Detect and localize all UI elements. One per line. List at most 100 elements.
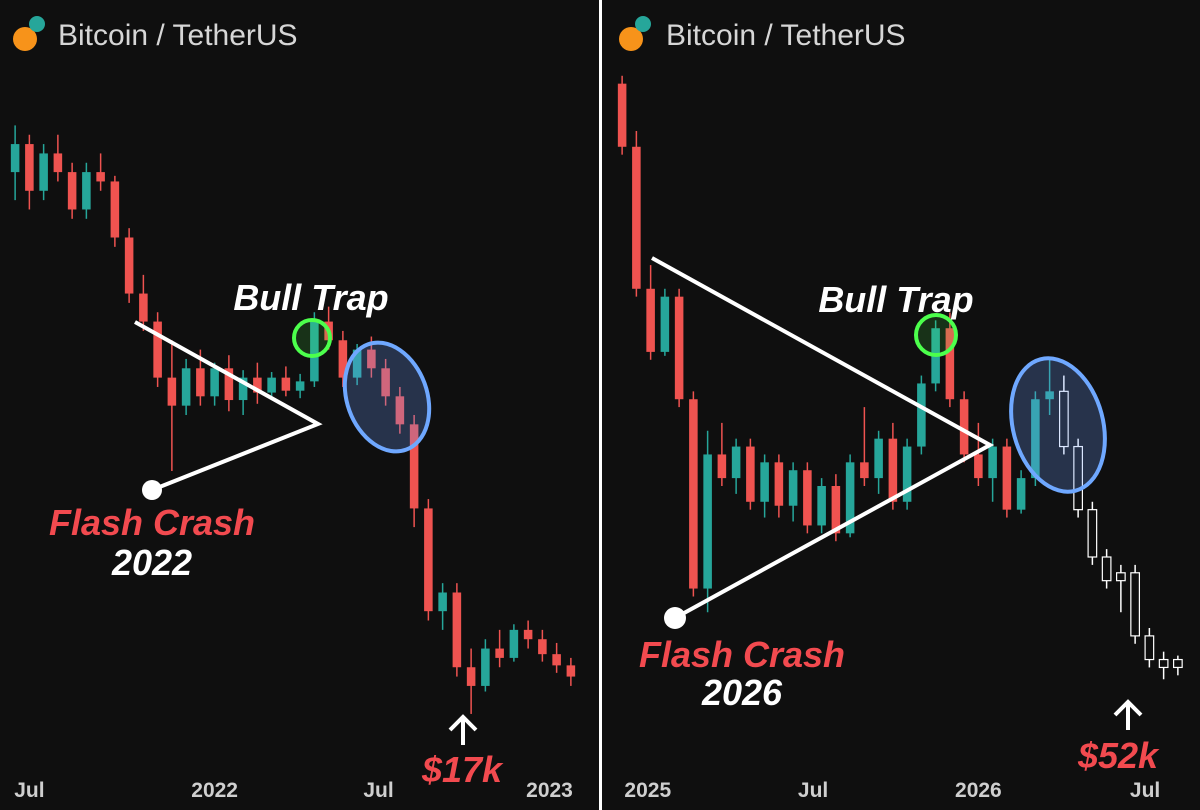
- candle-body: [917, 383, 926, 447]
- candle-body: [831, 486, 841, 534]
- candle-body: [167, 377, 177, 406]
- target-label: $52k: [1077, 735, 1160, 776]
- candle-body: [10, 144, 20, 173]
- candle-body: [224, 368, 234, 401]
- candle-body: [1158, 658, 1169, 669]
- coin-icon: [13, 27, 37, 51]
- candle-body: [845, 462, 855, 534]
- candle-body: [352, 349, 362, 378]
- breakdown-ellipse: [1009, 356, 1107, 494]
- candle-body: [874, 438, 883, 479]
- candle-body: [566, 665, 576, 677]
- candle-body: [466, 667, 476, 686]
- candle-body: [295, 381, 305, 391]
- tether-icon: [635, 16, 651, 32]
- candle-body: [1130, 572, 1140, 637]
- candle-body: [860, 462, 869, 479]
- candle-body: [746, 446, 755, 502]
- candle-body: [110, 181, 120, 238]
- candle-body: [731, 446, 741, 479]
- candle-body: [1073, 445, 1083, 511]
- x-tick-label: 2025: [624, 779, 671, 802]
- chart-title: Bitcoin / TetherUS: [58, 19, 298, 52]
- tether-icon: [29, 16, 45, 32]
- bull-trap-label: Bull Trap: [818, 279, 973, 320]
- candle-body: [53, 153, 63, 173]
- candle-body: [395, 396, 405, 425]
- candle-body: [210, 368, 219, 397]
- candle-body: [902, 446, 912, 502]
- candle-body: [959, 399, 969, 455]
- candle-body: [538, 639, 547, 655]
- candle-body: [267, 377, 276, 393]
- candle-body: [803, 470, 812, 526]
- breakdown-ellipse: [342, 340, 432, 454]
- candle-body: [774, 462, 784, 506]
- candle-body: [139, 293, 148, 322]
- crash-dot: [664, 607, 686, 629]
- target-arrow: [1113, 699, 1143, 730]
- candle-body: [153, 321, 162, 378]
- candle-body: [281, 377, 291, 391]
- crash-dot: [142, 480, 162, 500]
- candle-body: [82, 172, 91, 210]
- candle-body: [1101, 556, 1112, 582]
- candle-body: [1115, 572, 1126, 582]
- candle-body: [1045, 391, 1054, 400]
- candle-body: [424, 508, 433, 612]
- candle-body: [253, 377, 262, 393]
- candle-body: [1002, 446, 1012, 510]
- candle-body: [367, 349, 376, 369]
- crash-year: 2026: [701, 672, 783, 713]
- candle-body: [646, 288, 655, 352]
- candle-body: [509, 629, 519, 658]
- coin-icon: [619, 27, 643, 51]
- bull-trap-circle: [292, 318, 332, 358]
- target-label: $17k: [421, 749, 504, 790]
- candle-body: [660, 296, 670, 352]
- candle-body: [310, 321, 319, 382]
- bull-trap-label: Bull Trap: [233, 277, 388, 318]
- candle-body: [888, 438, 898, 502]
- candle-body: [760, 462, 769, 502]
- candle-body: [988, 446, 997, 479]
- x-tick-label: Jul: [363, 779, 393, 802]
- candle-body: [481, 648, 490, 686]
- chart-title: Bitcoin / TetherUS: [666, 19, 906, 52]
- candle-body: [381, 368, 390, 397]
- right-panel: Bitcoin / TetherUS 2025 Jul 2026 Jul: [617, 16, 1183, 802]
- candle-body: [523, 629, 533, 640]
- divider: [599, 0, 602, 810]
- candle-body: [703, 454, 712, 589]
- candle-body: [1087, 509, 1098, 558]
- candle-body: [452, 592, 462, 668]
- candle-body: [181, 368, 191, 406]
- candle-body: [817, 486, 826, 526]
- candle-body: [717, 454, 727, 479]
- candle-body: [674, 296, 684, 400]
- x-tick-label: Jul: [1130, 779, 1160, 802]
- x-tick-label: Jul: [14, 779, 44, 802]
- left-panel: Bitcoin / TetherUS Jul 2022 Jul 2023: [10, 16, 576, 802]
- candle-body: [1144, 635, 1155, 661]
- candle-body: [438, 592, 447, 612]
- crash-year: 2022: [111, 542, 192, 583]
- crash-label: Flash Crash: [49, 502, 255, 543]
- candle-body: [945, 328, 955, 400]
- candle-body: [1031, 399, 1040, 479]
- candle-body: [689, 399, 698, 589]
- candle-body: [96, 172, 105, 182]
- candle-body: [974, 454, 983, 479]
- x-tick-label: 2022: [191, 779, 238, 802]
- candle-body: [1058, 390, 1069, 448]
- x-tick-label: Jul: [798, 779, 828, 802]
- candle-body: [1172, 658, 1183, 669]
- candle-body: [409, 424, 419, 509]
- candle-body: [196, 368, 205, 397]
- triangle-pattern: [651, 256, 995, 620]
- annotations: Bull Trap Flash Crash 2022 $17k Bull Tra…: [49, 256, 1160, 790]
- x-tick-label: 2026: [955, 779, 1002, 802]
- target-arrow: [448, 714, 478, 745]
- candle-body: [495, 648, 504, 658]
